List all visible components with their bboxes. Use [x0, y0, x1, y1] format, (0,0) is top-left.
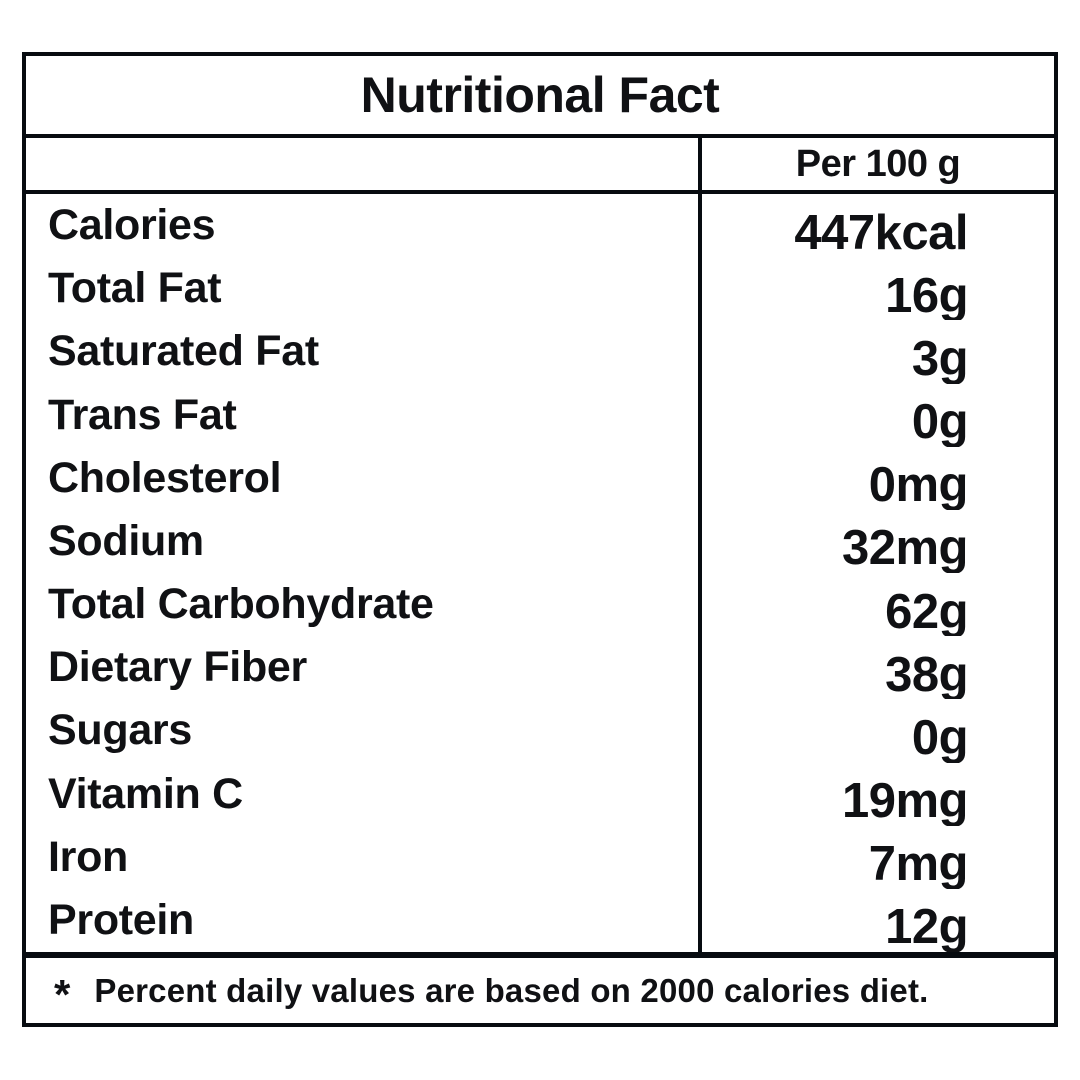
row-label: Trans Fat	[48, 390, 237, 439]
table-row-sodium: Sodium 32mg	[26, 509, 1054, 574]
row-label: Sugars	[48, 706, 192, 755]
row-label-cell: Saturated Fat	[26, 320, 702, 384]
header-empty-cell	[26, 138, 702, 190]
table-row-total-fat: Total Fat 16g	[26, 257, 1054, 321]
row-label-cell: Sodium	[26, 509, 702, 574]
table-row-calories: Calories 447kcal	[26, 194, 1054, 258]
row-value: 12g	[885, 900, 968, 953]
table-header-row: Per 100 g	[26, 138, 1054, 194]
row-value: 19mg	[841, 774, 969, 826]
row-label-cell: Total Fat	[26, 257, 702, 321]
table-row-cholesterol: Cholesterol 0mg	[26, 446, 1054, 510]
row-label: Cholesterol	[48, 453, 282, 502]
row-label: Protein	[48, 895, 195, 944]
header-value-cell: Per 100 g	[702, 138, 1054, 190]
row-value-cell: 19mg	[702, 763, 1054, 826]
row-value-cell: 7mg	[702, 826, 1054, 889]
row-value-cell: 0mg	[702, 447, 1054, 510]
row-label: Saturated Fat	[48, 327, 319, 376]
row-label-cell: Total Carbohydrate	[26, 573, 702, 637]
table-row-dietary-fiber: Dietary Fiber 38g	[26, 636, 1054, 700]
table-row-iron: Iron 7mg	[26, 825, 1054, 889]
column-header-per-100g: Per 100 g	[795, 142, 961, 185]
row-label-cell: Vitamin C	[26, 762, 702, 826]
table-row-saturated-fat: Saturated Fat 3g	[26, 320, 1054, 384]
row-value-cell: 32mg	[702, 510, 1054, 573]
title-row: Nutritional Fact	[26, 56, 1054, 138]
row-label: Sodium	[48, 516, 204, 565]
row-label: Total Fat	[48, 264, 222, 313]
row-value: 7mg	[868, 837, 969, 889]
table-row-protein: Protein 12g	[26, 888, 1054, 953]
row-value: 3g	[911, 331, 969, 384]
row-label-cell: Sugars	[26, 699, 702, 763]
table-row-total-carbohydrate: Total Carbohydrate 62g	[26, 573, 1054, 637]
table-body: Calories 447kcal Total Fat 16g Saturated…	[26, 194, 1054, 958]
row-value: 16g	[885, 268, 968, 321]
row-label-cell: Iron	[26, 825, 702, 889]
row-value: 447kcal	[794, 205, 968, 258]
asterisk-marker: *	[54, 970, 71, 1018]
row-value: 0mg	[868, 458, 969, 510]
row-label-cell: Dietary Fiber	[26, 636, 702, 700]
row-value-cell: 62g	[702, 573, 1054, 637]
row-label-cell: Cholesterol	[26, 446, 702, 510]
footnote-text: Percent daily values are based on 2000 c…	[94, 971, 929, 1009]
row-value-cell: 12g	[702, 889, 1054, 952]
table-row-vitamin-c: Vitamin C 19mg	[26, 762, 1054, 826]
row-value-cell: 0g	[702, 384, 1054, 447]
table-row-trans-fat: Trans Fat 0g	[26, 383, 1054, 447]
row-value-cell: 0g	[702, 699, 1054, 763]
row-value-cell: 447kcal	[702, 194, 1054, 258]
footnote-row: * Percent daily values are based on 2000…	[26, 958, 1054, 1023]
row-value: 38g	[885, 647, 968, 700]
row-value-cell: 16g	[702, 257, 1054, 321]
row-value-cell: 3g	[702, 320, 1054, 384]
row-label: Dietary Fiber	[48, 643, 307, 692]
row-value: 62g	[885, 584, 968, 637]
row-value: 0g	[911, 710, 969, 763]
row-value-cell: 38g	[702, 636, 1054, 700]
row-label: Calories	[48, 201, 216, 250]
row-label-cell: Calories	[26, 194, 702, 258]
nutrition-table: Nutritional Fact Per 100 g Calories 447k…	[22, 52, 1058, 1027]
row-label: Total Carbohydrate	[48, 580, 434, 629]
table-row-sugars: Sugars 0g	[26, 699, 1054, 763]
row-label: Iron	[48, 832, 129, 881]
row-label-cell: Trans Fat	[26, 383, 702, 447]
row-label-cell: Protein	[26, 888, 702, 953]
row-value: 32mg	[841, 521, 969, 574]
row-value: 0g	[911, 395, 969, 447]
row-label: Vitamin C	[48, 769, 243, 818]
page-title: Nutritional Fact	[360, 67, 720, 123]
